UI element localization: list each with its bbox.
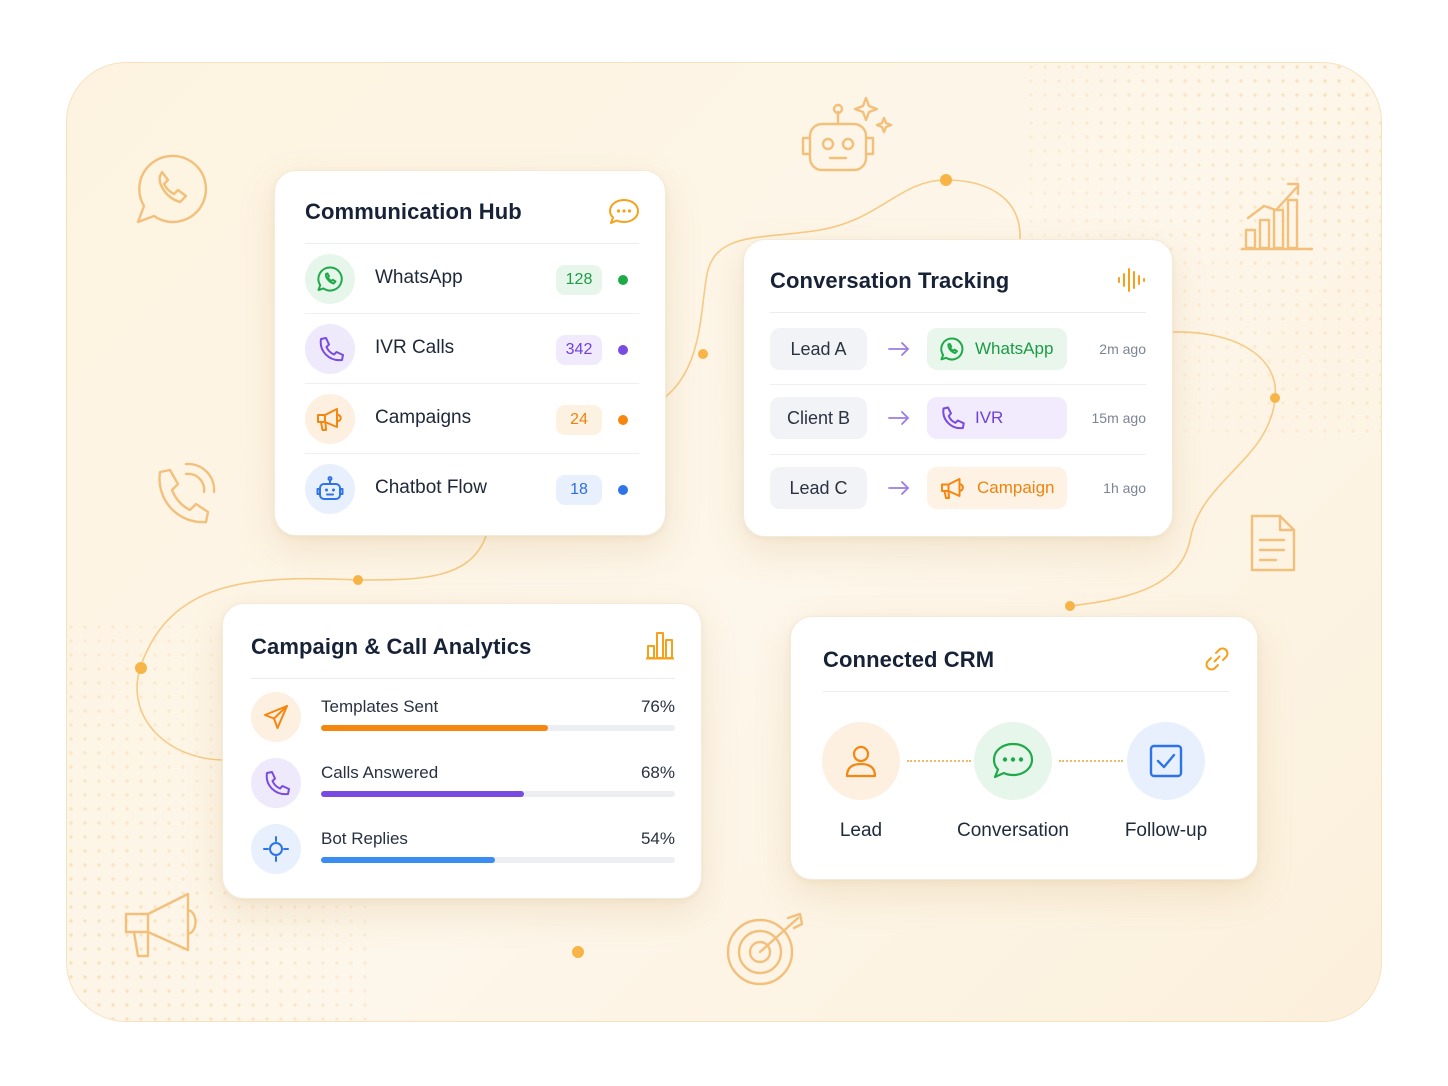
channel-chip-whatsapp: WhatsApp (927, 328, 1067, 370)
timestamp: 2m ago (1099, 341, 1146, 357)
progress-fill (321, 725, 548, 731)
analytics-row-templates-sent: Templates Sent 76% (251, 692, 675, 746)
crm-step-follow-up[interactable]: Follow-up (1091, 722, 1241, 842)
count-badge: 342 (556, 335, 602, 365)
tracking-row-lead-c[interactable]: Lead C Campaign 1h ago (770, 467, 1146, 511)
crm-step-lead[interactable]: Lead (786, 722, 936, 842)
progress-track (321, 791, 675, 797)
status-dot (618, 415, 628, 425)
crm-connector (907, 760, 971, 762)
count-badge: 128 (556, 265, 602, 295)
megaphone-icon (305, 394, 355, 444)
document-deco-icon (1250, 514, 1296, 572)
metric-percent: 68% (640, 763, 675, 782)
phone-icon (939, 405, 965, 431)
metric-percent: 76% (640, 697, 675, 716)
hub-item-campaigns[interactable]: Campaigns 24 (305, 384, 639, 454)
hub-item-label: Chatbot Flow (375, 477, 487, 498)
target-deco-icon (726, 912, 804, 986)
channel-chip-campaign: Campaign (927, 467, 1067, 509)
crm-step-label: Conversation (957, 820, 1069, 841)
progress-fill (321, 857, 496, 863)
lead-chip: Lead A (770, 328, 867, 370)
bar-chart-icon (645, 630, 675, 665)
phone-icon (251, 758, 301, 808)
channel-label: Campaign (977, 478, 1055, 497)
count-badge: 18 (556, 475, 602, 505)
megaphone-deco-icon (124, 892, 197, 958)
whatsapp-deco-icon (136, 154, 208, 224)
metric-label: Calls Answered (321, 763, 439, 782)
hub-item-label: WhatsApp (375, 267, 463, 288)
progress-track (321, 857, 675, 863)
lead-chip: Lead C (770, 467, 867, 509)
phone-deco-icon (158, 462, 216, 524)
arrow-right-icon (887, 478, 911, 503)
chat-bubble-icon (608, 197, 640, 232)
robot-icon (305, 464, 355, 514)
crm-step-conversation[interactable]: Conversation (938, 722, 1088, 842)
bot-spark-icon (251, 824, 301, 874)
growth-chart-deco-icon (1240, 182, 1314, 251)
chat-bubble-icon (974, 722, 1052, 800)
tracking-row-lead-a[interactable]: Lead A WhatsApp 2m ago (770, 328, 1146, 372)
hub-item-ivr-calls[interactable]: IVR Calls 342 (305, 314, 639, 384)
analytics-row-bot-replies: Bot Replies 54% (251, 824, 675, 878)
status-dot (618, 485, 628, 495)
crm-connector (1059, 760, 1123, 762)
card-title: Communication Hub (305, 199, 522, 224)
crm-step-label: Lead (839, 820, 883, 841)
paper-plane-icon (251, 692, 301, 742)
timestamp: 15m ago (1091, 410, 1146, 426)
channel-label: IVR (975, 408, 1004, 427)
channel-chip-ivr: IVR (927, 397, 1067, 439)
progress-track (321, 725, 675, 731)
megaphone-icon (939, 475, 967, 501)
whatsapp-icon (305, 254, 355, 304)
metric-label: Templates Sent (321, 697, 439, 716)
progress-fill (321, 791, 525, 797)
communication-hub-card: Communication Hub WhatsApp 128 IVR Calls… (274, 170, 666, 536)
metric-percent: 54% (640, 829, 675, 848)
crm-step-label: Follow-up (1124, 820, 1208, 841)
count-badge: 24 (556, 405, 602, 435)
analytics-row-calls-answered: Calls Answered 68% (251, 758, 675, 812)
lead-chip: Client B (770, 397, 867, 439)
card-title: Conversation Tracking (770, 268, 1010, 293)
timestamp: 1h ago (1103, 480, 1146, 496)
analytics-card: Campaign & Call Analytics Templates Sent… (222, 603, 702, 899)
connected-crm-card: Connected CRM Lead Conversation Follow-u… (790, 616, 1258, 880)
checkbox-icon (1127, 722, 1205, 800)
channel-label: WhatsApp (975, 339, 1054, 358)
phone-icon (305, 324, 355, 374)
sound-wave-icon (1116, 266, 1146, 299)
card-title: Connected CRM (823, 647, 995, 672)
status-dot (618, 275, 628, 285)
hub-item-whatsapp[interactable]: WhatsApp 128 (305, 244, 639, 314)
status-dot (618, 345, 628, 355)
arrow-right-icon (887, 339, 911, 364)
hub-item-label: IVR Calls (375, 337, 455, 358)
hub-item-label: Campaigns (375, 407, 472, 428)
metric-label: Bot Replies (321, 829, 408, 848)
hub-item-chatbot-flow[interactable]: Chatbot Flow 18 (305, 454, 639, 524)
robot-deco-icon (801, 96, 893, 172)
person-icon (822, 722, 900, 800)
link-icon (1203, 645, 1231, 678)
arrow-right-icon (887, 408, 911, 433)
whatsapp-icon (939, 336, 965, 362)
card-title: Campaign & Call Analytics (251, 634, 532, 659)
conversation-tracking-card: Conversation Tracking Lead A WhatsApp 2m… (743, 239, 1173, 537)
tracking-row-client-b[interactable]: Client B IVR 15m ago (770, 397, 1146, 441)
